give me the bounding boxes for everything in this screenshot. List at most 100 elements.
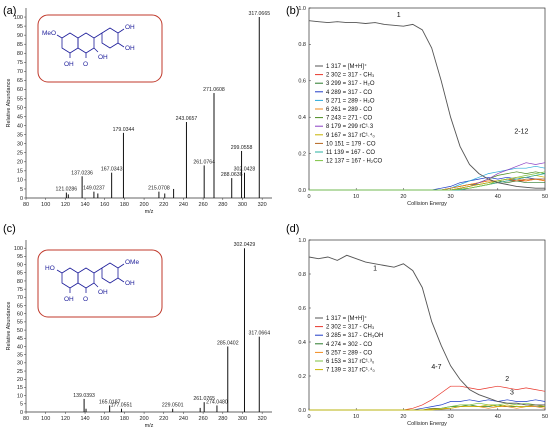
y-tick-label: 95 <box>17 24 23 30</box>
spectrum-panel-c: 80 100 120 140 160 180 200 220 240 260 280 300 320 0 5… <box>6 240 272 429</box>
y-tick-label: 0.8 <box>298 272 306 278</box>
x-tick-label: 280 <box>218 202 227 208</box>
peak-label: 149.0237 <box>83 186 105 192</box>
peak-label: 302.0428 <box>234 167 256 173</box>
series-line <box>308 20 545 189</box>
x-tick-label: 220 <box>159 416 168 422</box>
y-tick-label: 0.6 <box>298 79 306 85</box>
peak-label: 302.0429 <box>234 242 256 248</box>
series-line <box>309 399 546 411</box>
y-tick-label: 60 <box>17 312 23 318</box>
legend-entry: 8 179 = 299 rC¹˒3 <box>326 124 374 130</box>
y-tick-label: 10 <box>17 393 23 399</box>
substituent-label: OH <box>98 289 108 296</box>
y-tick-label: 0.6 <box>298 306 306 312</box>
y-tick-label: 20 <box>17 160 23 166</box>
x-tick-label: 200 <box>139 416 148 422</box>
peak-label: 285.0402 <box>217 340 239 346</box>
peak-label: 165.0187 <box>99 399 121 405</box>
x-tick-label: 80 <box>23 416 29 422</box>
x-tick-label: 10 <box>353 414 359 420</box>
peak-label: 317.0664 <box>248 331 270 337</box>
y-tick-label: 65 <box>17 78 23 84</box>
x-tick-label: 40 <box>495 194 501 200</box>
y-tick-label: 30 <box>17 361 23 367</box>
x-tick-label: 280 <box>218 416 227 422</box>
breakdown-panel-d: 0 10 20 30 40 50 0.0 0.2 0.4 0.6 0.8 1.0 Collision E… <box>298 238 548 427</box>
legend-entry: 1 317 = [M+H]⁺ <box>326 63 367 70</box>
y-tick-label: 0.0 <box>298 188 306 194</box>
x-tick-label: 50 <box>542 194 548 200</box>
x-axis-label: Collision Energy <box>407 421 447 427</box>
x-tick-label: 160 <box>100 202 109 208</box>
x-tick-label: 260 <box>199 416 208 422</box>
peak-label: 288.0636 <box>221 172 243 178</box>
y-tick-label: 35 <box>17 132 23 138</box>
x-tick-label: 120 <box>61 202 70 208</box>
substituent-label: OH <box>125 45 135 52</box>
x-tick-label: 160 <box>100 416 109 422</box>
y-tick-label: 20 <box>17 377 23 383</box>
peak-label: 261.0764 <box>193 159 215 165</box>
x-tick-label: 80 <box>23 202 29 208</box>
legend-entry: 11 139 = 167 - CO <box>326 150 375 156</box>
y-tick-label: 70 <box>17 295 23 301</box>
panel-label-d: (d) <box>286 223 299 235</box>
x-tick-label: 200 <box>139 202 148 208</box>
y-tick-label: 0 <box>20 196 23 202</box>
legend-entry: 4 289 = 317 - CO <box>326 90 373 96</box>
substituent-label: MeO <box>42 30 56 37</box>
structure-inset-c: HO OMe OH OH OH O <box>37 249 163 318</box>
panel-label-b: (b) <box>286 5 299 17</box>
y-tick-label: 15 <box>17 385 23 391</box>
legend-entry: 12 137 = 167 - H₂CO <box>326 159 383 165</box>
peak-label: 177.0551 <box>111 403 133 409</box>
legend-entry: 3 285 = 317 - CH₃OH <box>326 333 383 339</box>
y-tick-label: 1.0 <box>298 6 306 12</box>
y-tick-label: 30 <box>17 142 23 148</box>
y-axis-label: Relative Abundance <box>6 79 12 128</box>
legend-entry: 10 151 = 179 - CO <box>326 141 376 147</box>
x-tick-label: 30 <box>448 414 454 420</box>
y-tick-label: 75 <box>17 287 23 293</box>
y-tick-label: 65 <box>17 303 23 309</box>
y-tick-label: 85 <box>17 271 23 277</box>
substituent-label: OH <box>125 24 135 31</box>
peak-label: 167.0343 <box>101 167 123 173</box>
annotation: 4-7 <box>431 364 441 371</box>
peak-label: 139.0393 <box>73 393 95 399</box>
substituent-label: HO <box>45 265 55 272</box>
peak-label: 229.0501 <box>162 403 184 409</box>
y-tick-label: 90 <box>17 262 23 268</box>
legend-entry: 5 271 = 289 - H₂O <box>326 98 375 104</box>
legend-entry: 2 302 = 317 - CH₃ <box>326 325 375 331</box>
series-line <box>309 165 546 191</box>
series-line <box>309 173 546 191</box>
y-tick-label: 0.0 <box>298 408 306 414</box>
y-tick-label: 25 <box>17 151 23 157</box>
x-tick-label: 120 <box>61 416 70 422</box>
y-tick-label: 100 <box>14 15 23 21</box>
substituent-label: O <box>83 61 88 68</box>
series-line <box>309 180 545 191</box>
annotation: 3 <box>510 390 514 397</box>
y-tick-label: 15 <box>17 169 23 175</box>
substituent-label: OH <box>64 61 74 68</box>
x-tick-label: 0 <box>307 414 310 420</box>
x-tick-label: 140 <box>80 416 89 422</box>
y-tick-label: 100 <box>14 246 23 252</box>
peak-label: 274.0480 <box>206 399 228 405</box>
y-tick-label: 10 <box>17 178 23 184</box>
x-tick-label: 180 <box>120 202 129 208</box>
legend-entry: 4 274 = 302 - CO <box>326 342 373 348</box>
substituent-label: OH <box>125 280 135 287</box>
x-tick-label: 180 <box>120 416 129 422</box>
y-tick-label: 50 <box>17 328 23 334</box>
x-tick-label: 320 <box>258 416 267 422</box>
x-axis-label: m/z <box>145 423 154 429</box>
substituent-label: O <box>83 296 88 303</box>
x-tick-label: 260 <box>199 202 208 208</box>
x-tick-label: 140 <box>80 202 89 208</box>
panel-label-c: (c) <box>3 223 16 235</box>
